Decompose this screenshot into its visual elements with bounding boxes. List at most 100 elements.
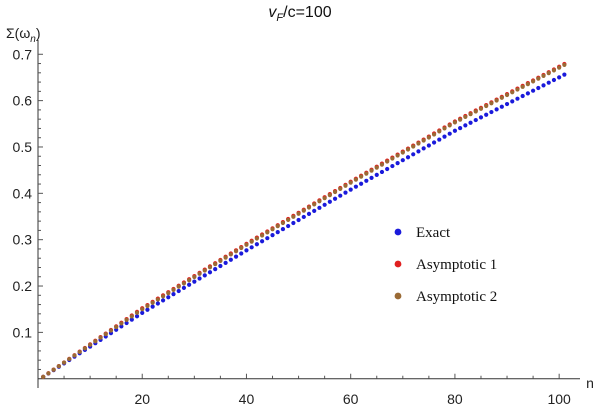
data-point	[312, 208, 317, 213]
data-point	[390, 163, 395, 169]
data-point	[244, 242, 249, 247]
y-axis-label: Σ(ωn)	[6, 25, 40, 45]
data-point	[301, 208, 306, 213]
data-point	[400, 150, 405, 155]
data-point	[306, 205, 312, 210]
axes	[37, 40, 580, 388]
data-point	[239, 251, 244, 256]
data-point	[416, 149, 421, 154]
data-point	[504, 101, 510, 107]
data-point	[296, 211, 301, 216]
series-asymptotic-1	[41, 61, 567, 379]
data-point	[338, 193, 343, 198]
x-tick-label: 20	[134, 391, 150, 407]
data-point	[484, 112, 489, 117]
data-point	[280, 220, 286, 226]
data-point	[411, 152, 416, 157]
data-point	[129, 317, 134, 322]
data-point	[494, 107, 499, 112]
data-point	[296, 217, 301, 223]
data-point	[228, 257, 233, 262]
data-point	[134, 310, 140, 315]
data-point	[72, 353, 77, 358]
data-point	[395, 161, 400, 166]
data-point	[431, 132, 437, 137]
data-point	[405, 147, 411, 152]
data-point	[458, 117, 463, 122]
data-point	[51, 367, 56, 372]
data-point	[233, 254, 239, 259]
data-point	[364, 171, 369, 176]
data-point	[140, 310, 145, 316]
data-point	[301, 214, 306, 220]
data-point	[562, 62, 567, 68]
data-point	[499, 95, 504, 100]
data-point	[405, 155, 411, 160]
data-point	[197, 271, 202, 276]
data-point	[67, 356, 72, 362]
legend-label: Asymptotic 1	[416, 257, 497, 273]
data-point	[145, 307, 150, 312]
data-point	[525, 81, 530, 87]
data-point	[291, 214, 296, 219]
data-point	[541, 83, 546, 88]
data-point	[155, 297, 160, 302]
data-point	[484, 103, 489, 109]
data-point	[447, 123, 452, 128]
data-point	[166, 295, 171, 300]
data-point	[280, 226, 286, 232]
data-point	[546, 71, 551, 76]
data-point	[98, 335, 103, 340]
data-point	[218, 258, 223, 263]
y-tick-label: 0.3	[13, 232, 33, 248]
data-point	[478, 115, 484, 120]
data-point	[489, 101, 494, 106]
series-asymptotic-2	[41, 62, 567, 379]
data-point	[213, 267, 218, 272]
data-point	[260, 233, 265, 238]
data-point	[442, 126, 447, 131]
legend-item: Exact	[394, 225, 451, 241]
data-point	[270, 233, 275, 238]
data-point	[437, 137, 442, 142]
data-point	[332, 196, 338, 201]
data-point	[369, 175, 374, 180]
data-point	[557, 75, 562, 80]
data-point	[181, 285, 187, 290]
data-point	[218, 263, 223, 269]
data-point	[421, 146, 426, 151]
data-point	[473, 117, 478, 123]
data-point	[452, 120, 458, 125]
data-point	[510, 99, 515, 104]
data-point	[213, 262, 218, 267]
data-point	[359, 174, 364, 179]
data-point	[374, 165, 379, 170]
data-point	[254, 242, 259, 247]
data-point	[515, 87, 520, 92]
chart-title: vF/c=100	[268, 4, 331, 24]
data-point	[291, 220, 296, 226]
data-point	[155, 301, 160, 306]
data-point	[166, 291, 171, 296]
data-point	[478, 106, 484, 111]
data-point	[348, 180, 353, 185]
data-point	[77, 349, 82, 355]
data-point	[510, 90, 515, 95]
data-point	[353, 177, 358, 182]
data-point	[239, 245, 244, 251]
data-point	[525, 91, 530, 96]
data-point	[385, 166, 390, 172]
data-point	[306, 211, 312, 216]
data-point	[254, 236, 259, 241]
x-tick-label: 80	[447, 391, 463, 407]
data-point	[411, 144, 416, 149]
data-point	[473, 109, 478, 114]
data-point	[379, 169, 385, 175]
data-point	[421, 138, 426, 143]
data-point	[437, 129, 442, 134]
data-point	[176, 288, 181, 294]
data-point	[353, 184, 358, 189]
data-point	[359, 181, 364, 186]
x-tick-label: 100	[547, 391, 571, 407]
